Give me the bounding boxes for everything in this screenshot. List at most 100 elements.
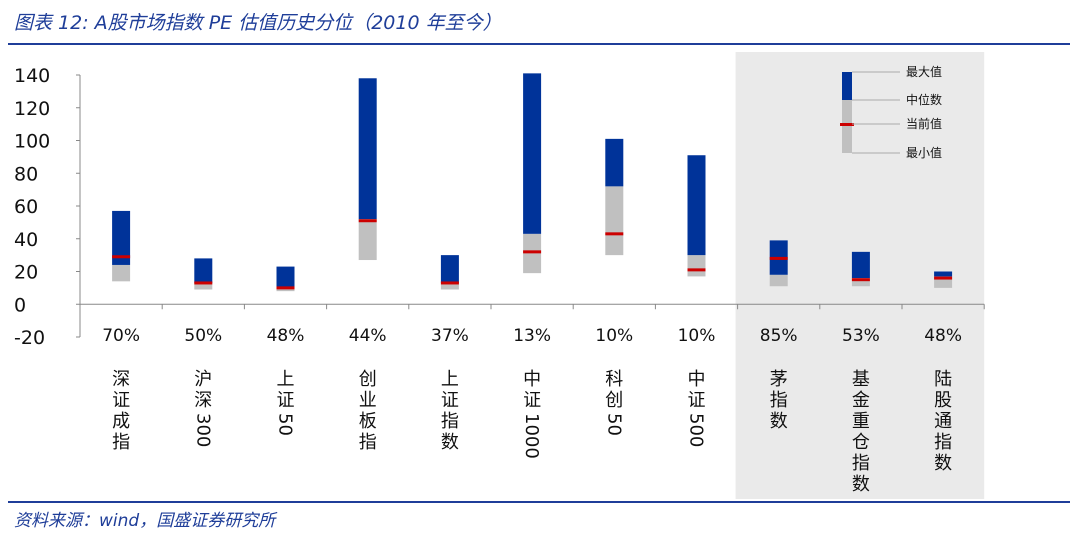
range-upper-bar [112,210,131,265]
percentile-label: 50% [184,326,222,346]
svg-text:沪: 沪 [194,369,212,390]
percentile-label: 53% [842,326,880,346]
y-tick-label: -20 [14,327,45,349]
svg-text:上: 上 [277,369,295,390]
current-value-marker [934,276,953,280]
svg-text:中: 中 [688,369,706,390]
svg-text:指: 指 [359,432,377,453]
bar-layer [112,73,953,292]
range-upper-bar [934,271,953,277]
percentile-label: 48% [267,326,305,346]
svg-text:茅: 茅 [770,369,788,390]
svg-text:50: 50 [603,413,624,436]
footer-rule [8,501,1070,503]
label-layer: 70%深证成指50%沪深30048%上证5044%创业板指37%上证指数13%中… [102,326,962,495]
percentile-label: 10% [595,326,633,346]
legend-current-label: 当前值 [906,116,942,131]
svg-text:基: 基 [852,369,870,390]
svg-text:创: 创 [359,369,377,390]
range-upper-bar [194,258,213,283]
svg-text:陆: 陆 [934,369,952,390]
current-value-marker [112,255,131,259]
y-tick-label: 20 [14,262,38,284]
legend-upper-swatch [842,72,852,100]
svg-text:指: 指 [852,453,870,474]
svg-text:指: 指 [112,432,130,453]
range-lower-bar [934,276,953,288]
svg-text:上: 上 [441,369,459,390]
legend-median-label: 中位数 [906,92,942,107]
svg-text:证: 证 [523,390,541,411]
range-lower-bar [194,282,213,290]
category-label: 茅指数 [770,369,788,432]
current-value-marker [687,268,706,272]
range-lower-bar [276,287,295,292]
svg-text:创: 创 [605,390,623,411]
y-tick-label: 100 [14,131,50,153]
svg-text:中: 中 [523,369,541,390]
range-lower-bar [605,186,624,256]
range-lower-bar [112,264,131,282]
range-upper-bar [523,73,542,234]
range-upper-bar [440,255,459,283]
svg-text:股: 股 [934,390,952,411]
svg-text:证: 证 [277,390,295,411]
svg-text:金: 金 [852,390,870,411]
y-tick-label: 40 [14,229,38,251]
svg-text:证: 证 [441,390,459,411]
svg-text:证: 证 [688,390,706,411]
svg-text:深: 深 [112,369,130,390]
percentile-label: 48% [924,326,962,346]
svg-text:数: 数 [441,432,459,453]
source-note: 资料来源：wind，国盛证券研究所 [14,511,276,531]
range-lower-bar [687,255,706,277]
y-tick-label: 140 [14,65,50,87]
svg-text:300: 300 [192,413,213,447]
percentile-label: 70% [102,326,140,346]
percentile-label: 44% [349,326,387,346]
svg-text:成: 成 [112,411,130,432]
percentile-label: 85% [760,326,798,346]
percentile-label: 37% [431,326,469,346]
current-value-marker [194,281,213,285]
svg-text:板: 板 [359,411,377,432]
y-tick-label: 120 [14,98,50,120]
range-lower-bar [769,274,788,287]
current-value-marker [851,278,870,282]
current-value-marker [440,281,459,285]
current-value-marker [276,286,295,290]
y-tick-label: 0 [14,294,26,316]
svg-text:指: 指 [770,390,788,411]
range-lower-bar [851,278,870,287]
legend-max-label: 最大值 [906,64,942,79]
percentile-label: 10% [678,326,716,346]
svg-text:数: 数 [852,474,870,495]
svg-text:业: 业 [359,390,377,411]
range-lower-bar [440,282,459,290]
svg-text:科: 科 [605,369,623,390]
range-upper-bar [687,155,706,256]
y-tick-label: 80 [14,163,38,185]
chart-title: 图表 12: A股市场指数 PE 估值历史分位（2010 年至今） [14,12,502,34]
svg-text:仓: 仓 [852,432,870,453]
current-value-marker [769,256,788,260]
range-upper-bar [605,138,624,187]
range-upper-bar [851,251,870,279]
axis-layer: -20 0 20 40 60 80 100 120 140 [14,65,985,349]
title-rule [8,43,1070,45]
svg-text:重: 重 [852,411,870,432]
range-upper-bar [358,78,377,220]
svg-text:数: 数 [770,411,788,432]
range-upper-bar [276,266,295,288]
current-value-marker [523,250,542,254]
svg-text:500: 500 [686,413,707,447]
svg-text:50: 50 [275,413,296,436]
